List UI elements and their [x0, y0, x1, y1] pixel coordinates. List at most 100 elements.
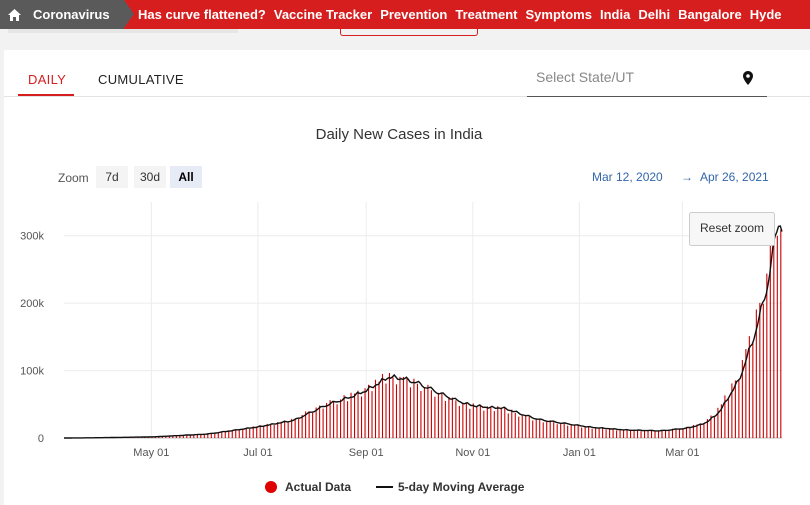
bar	[581, 427, 583, 438]
bar	[560, 423, 562, 438]
home-icon[interactable]	[0, 0, 29, 29]
bar	[776, 235, 778, 438]
bar	[423, 387, 425, 438]
x-gridlines	[150, 202, 683, 438]
bar	[507, 413, 509, 438]
bar	[245, 427, 247, 438]
nav-link-treatment[interactable]: Treatment	[455, 7, 518, 22]
bar	[535, 418, 537, 438]
legend-moving-average[interactable]: 5-day Moving Average	[376, 480, 525, 494]
bar	[333, 401, 335, 438]
zoom-label: Zoom	[58, 171, 89, 185]
bar	[231, 429, 233, 438]
bar	[668, 429, 670, 438]
section-breadcrumb[interactable]: Coronavirus	[29, 0, 134, 29]
bar	[643, 430, 646, 438]
bar	[500, 407, 502, 438]
bar	[252, 426, 254, 438]
tab-cumulative[interactable]: CUMULATIVE	[98, 72, 184, 87]
reset-zoom-button[interactable]: Reset zoom	[689, 212, 775, 246]
bar	[224, 431, 226, 438]
daily-cases-chart: Daily New Cases in India Zoom 7d 30d All…	[20, 126, 783, 494]
nav-link-bangalore[interactable]: Bangalore	[678, 7, 742, 22]
bar	[280, 421, 282, 438]
bar	[315, 407, 317, 438]
date-range-from[interactable]: Mar 12, 2020	[592, 170, 663, 184]
bar	[612, 429, 614, 438]
bar	[567, 425, 569, 438]
x-tick-label: Mar 01	[665, 447, 699, 459]
bar	[388, 372, 391, 438]
zoom-30d-button[interactable]: 30d	[134, 166, 166, 188]
bar	[437, 392, 439, 438]
bar	[759, 302, 761, 438]
bar	[640, 431, 642, 438]
bar	[308, 411, 310, 438]
bar	[745, 349, 747, 438]
bar	[343, 395, 345, 438]
nav-link-india[interactable]: India	[599, 7, 631, 22]
bar	[172, 435, 174, 438]
bar	[675, 428, 677, 438]
nav-link-vaccine-tracker[interactable]: Vaccine Tracker	[273, 7, 373, 22]
reset-zoom-label: Reset zoom	[700, 221, 764, 235]
state-select-placeholder: Select State/UT	[536, 69, 635, 85]
daily-bars	[67, 218, 782, 438]
bar	[350, 392, 352, 438]
bar	[294, 418, 296, 438]
nav-link-symptoms[interactable]: Symptoms	[525, 7, 592, 22]
bar	[322, 408, 324, 438]
bar	[312, 412, 314, 438]
bar	[353, 393, 356, 438]
bar	[654, 431, 656, 438]
bar	[630, 430, 632, 438]
x-axis-ticks: May 01 Jul 01 Sep 01 Nov 01 Jan 01 Mar 01	[133, 447, 699, 459]
nav-link-has-curve-flattened[interactable]: Has curve flattened?	[138, 7, 266, 22]
bar	[427, 384, 429, 438]
bar	[381, 373, 384, 438]
bar	[623, 429, 625, 438]
bar	[493, 411, 495, 438]
bar	[626, 429, 628, 438]
bar	[242, 428, 244, 438]
nav-link-hyde[interactable]: Hyde	[749, 7, 782, 22]
bar	[277, 422, 279, 438]
bar	[766, 273, 768, 438]
bar	[780, 229, 782, 438]
bar	[284, 420, 286, 438]
bar	[357, 390, 359, 438]
bar	[657, 430, 660, 438]
nav-link-prevention[interactable]: Prevention	[380, 7, 448, 22]
nav-link-delhi[interactable]: Delhi	[638, 7, 671, 22]
bar	[179, 435, 181, 438]
legend-actual-data[interactable]: Actual Data	[265, 480, 351, 494]
bar	[336, 404, 338, 438]
bar	[525, 415, 527, 438]
bar	[490, 406, 492, 438]
bar	[706, 419, 708, 438]
y-tick-label: 100k	[20, 366, 44, 378]
bar	[329, 400, 331, 438]
zoom-all-button[interactable]: All	[170, 166, 202, 188]
bar	[595, 427, 597, 438]
bar	[546, 421, 548, 438]
bar	[364, 388, 366, 438]
bar	[430, 390, 432, 438]
tab-daily[interactable]: DAILY	[28, 72, 67, 87]
zoom-30d-label: 30d	[140, 170, 160, 184]
header-button-fragment[interactable]	[340, 29, 478, 36]
state-select[interactable]: Select State/UT	[527, 63, 767, 97]
date-range-to[interactable]: Apr 26, 2021	[700, 170, 769, 184]
bar	[486, 406, 488, 438]
bar	[413, 378, 415, 438]
bar	[650, 430, 653, 438]
bar	[367, 384, 370, 438]
bar	[605, 429, 607, 438]
bar	[235, 429, 237, 438]
bar	[399, 376, 401, 438]
bar	[483, 410, 485, 438]
bar	[479, 405, 481, 438]
bar	[465, 402, 467, 438]
zoom-7d-button[interactable]: 7d	[96, 166, 128, 188]
bar	[182, 434, 184, 438]
